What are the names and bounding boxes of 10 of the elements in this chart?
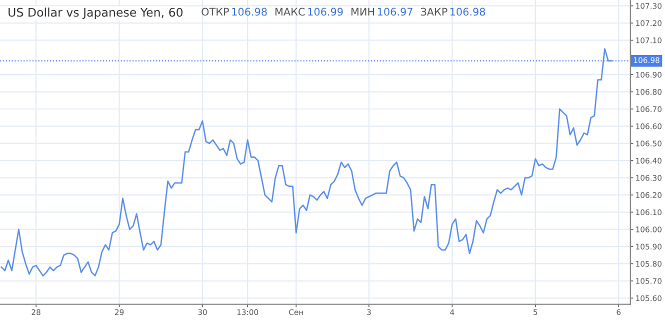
annotation: ОТКР: [202, 8, 229, 16]
annotation: МАКС: [275, 8, 305, 16]
annotation: ЗАКР: [420, 8, 448, 16]
annotation: МИН: [351, 8, 374, 16]
line-series: [0, 48, 612, 276]
annotation: 106.98: [450, 8, 486, 16]
text: US Dollar vs Japanese Yen, 60: [8, 8, 183, 20]
annotation: 106.98: [232, 8, 267, 16]
annotation: 106.99: [308, 8, 343, 16]
annotation: 106.97: [378, 8, 412, 16]
